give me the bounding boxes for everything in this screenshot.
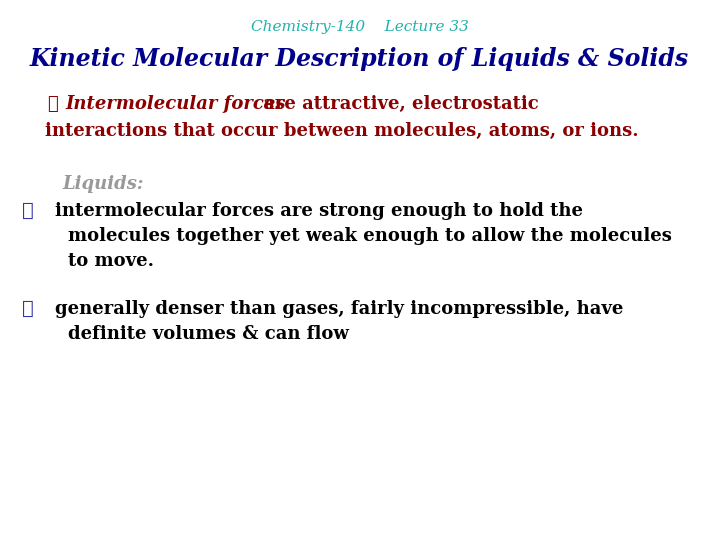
Text: ☆: ☆ [22,202,34,220]
Text: ☆: ☆ [22,300,34,318]
Text: Kinetic Molecular Description of Liquids & Solids: Kinetic Molecular Description of Liquids… [30,47,689,71]
Text: Chemistry-140    Lecture 33: Chemistry-140 Lecture 33 [251,20,469,34]
Text: are attractive, electrostatic: are attractive, electrostatic [257,95,539,113]
Text: Intermolecular forces: Intermolecular forces [65,95,286,113]
Text: definite volumes & can flow: definite volumes & can flow [68,325,349,343]
Text: molecules together yet weak enough to allow the molecules: molecules together yet weak enough to al… [68,227,672,245]
Text: Liquids:: Liquids: [62,175,143,193]
Text: intermolecular forces are strong enough to hold the: intermolecular forces are strong enough … [55,202,583,220]
Text: interactions that occur between molecules, atoms, or ions.: interactions that occur between molecule… [45,122,639,140]
Text: to move.: to move. [68,252,154,270]
Text: ❖: ❖ [47,95,58,113]
Text: generally denser than gases, fairly incompressible, have: generally denser than gases, fairly inco… [55,300,624,318]
